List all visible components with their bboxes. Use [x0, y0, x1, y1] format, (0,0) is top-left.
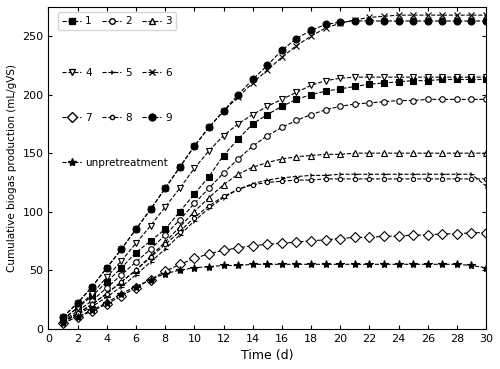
- Legend: unpretreatment: unpretreatment: [58, 154, 172, 172]
- Y-axis label: Cumulative biogas production (mL/gVS): Cumulative biogas production (mL/gVS): [7, 64, 17, 272]
- X-axis label: Time (d): Time (d): [241, 349, 294, 362]
